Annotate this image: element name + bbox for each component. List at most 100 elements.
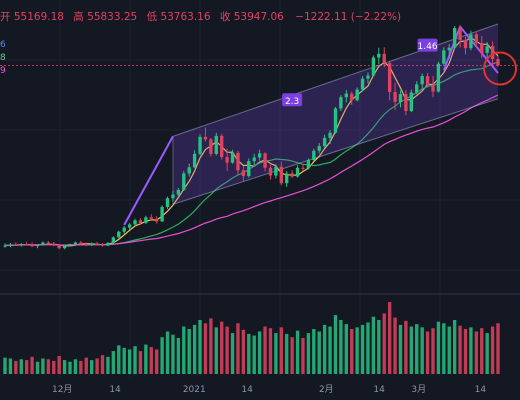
low-label: 低 — [147, 10, 158, 23]
candle-body — [360, 78, 365, 90]
candle-body — [301, 167, 305, 169]
volume-bar — [382, 313, 386, 374]
candle-body — [295, 167, 300, 177]
low-value: 53763.16 — [160, 11, 210, 23]
volume-bar — [133, 346, 137, 374]
high-label: 高 — [73, 10, 84, 23]
candle-body — [127, 224, 132, 228]
candle-body — [409, 92, 413, 112]
candle-body — [285, 173, 289, 184]
candle-body — [73, 242, 78, 245]
volume-bar — [160, 337, 164, 374]
annotation-label-bg — [417, 38, 438, 52]
candle-body — [322, 137, 327, 147]
candle-body — [279, 166, 283, 184]
open-value: 55169.18 — [14, 11, 64, 23]
volume-bar — [290, 337, 294, 374]
volume-bar — [187, 329, 191, 374]
candle-body — [371, 57, 376, 76]
candle-body — [165, 198, 170, 207]
volume-bar — [144, 344, 148, 374]
volume-bar — [350, 329, 354, 374]
volume-bar — [209, 318, 213, 374]
candle-body — [236, 152, 240, 171]
candle-body — [393, 92, 397, 102]
volume-bar — [252, 335, 256, 374]
volume-bar — [62, 360, 67, 374]
volume-bar — [442, 323, 446, 374]
volume-bar — [73, 359, 78, 374]
candle-body — [30, 244, 34, 247]
candle-body — [247, 161, 251, 177]
candle-body — [333, 108, 338, 133]
candle-body — [404, 94, 408, 112]
channel-upper — [172, 23, 499, 137]
volume-bar — [279, 327, 283, 374]
candle-body — [490, 46, 495, 60]
volume-bar — [192, 324, 197, 374]
volume-bar — [257, 331, 262, 374]
volume-bar — [312, 329, 316, 374]
ohlc-text: 开 55169.18 高 55833.25 低 53763.16 收 53947… — [0, 10, 401, 23]
ohlc-header: 开 55169.18 高 55833.25 低 53763.16 收 53947… — [0, 10, 401, 76]
candle-body — [192, 153, 197, 168]
x-tick-label: 2月 — [319, 384, 334, 395]
volume-bar — [301, 338, 305, 374]
volume-bar — [111, 351, 116, 374]
volume-bar — [360, 324, 365, 374]
volume-bar — [490, 326, 495, 374]
volume-bar — [30, 356, 34, 374]
volume-bar — [127, 349, 132, 374]
volume-bar — [41, 358, 45, 374]
candle-body — [220, 135, 224, 157]
volume-bar — [328, 326, 332, 374]
volume-bar — [57, 356, 61, 374]
chart-grid — [0, 0, 520, 378]
price-channel[interactable] — [123, 23, 499, 226]
volume-bar — [436, 321, 441, 374]
candle-body — [474, 34, 479, 44]
volume-bar — [447, 326, 451, 374]
candle-body — [84, 244, 88, 246]
volume-bars — [3, 302, 500, 374]
volume-bar — [268, 328, 273, 374]
volume-bar — [24, 360, 29, 374]
volume-bar — [409, 326, 413, 374]
candle-body — [160, 206, 164, 222]
volume-bar — [480, 328, 484, 374]
x-tick-label: 2021 — [183, 385, 206, 395]
trend-leg — [459, 25, 499, 74]
candle-body — [447, 47, 451, 51]
high-value: 55833.25 — [87, 11, 137, 23]
annotation-label: 2.3 — [285, 97, 299, 107]
volume-bar — [198, 320, 202, 374]
candle-body — [14, 244, 18, 246]
trend-leg — [442, 26, 462, 71]
volume-bar — [106, 356, 110, 374]
candle-body — [268, 167, 273, 176]
volume-bar — [295, 330, 300, 374]
candle-body — [155, 218, 159, 222]
candle-body — [149, 217, 153, 219]
candle-body — [252, 157, 256, 162]
x-tick-label: 14 — [109, 385, 121, 395]
candle-body — [214, 135, 218, 154]
candle-body — [306, 160, 311, 169]
volume-bar — [225, 326, 229, 374]
candle-body — [52, 243, 56, 246]
volume-bar — [317, 331, 321, 374]
volume-bar — [387, 302, 392, 374]
candle-body — [68, 244, 72, 246]
volume-bar — [431, 328, 435, 374]
ma-fast-line — [4, 36, 499, 247]
volume-bar — [285, 333, 289, 374]
volume-bar — [95, 358, 99, 374]
candle-body — [19, 244, 23, 246]
volume-bar — [149, 347, 153, 374]
candle-body — [398, 94, 403, 102]
candle-body — [344, 93, 348, 98]
candle-body — [241, 170, 246, 177]
close-value: 53947.06 — [234, 11, 284, 23]
